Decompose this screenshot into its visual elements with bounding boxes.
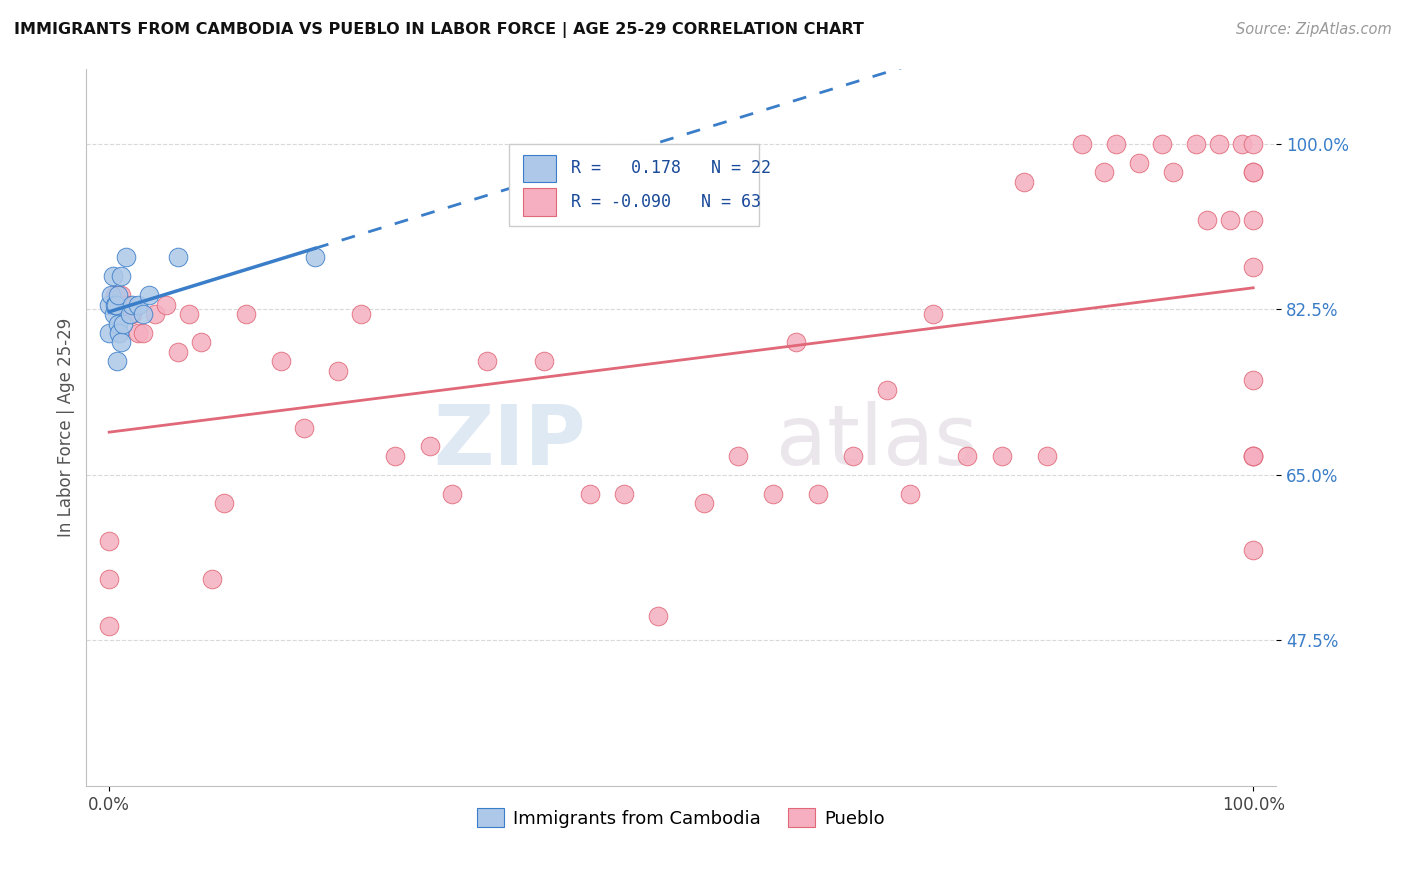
Point — [898, 486, 921, 500]
Point — [1241, 212, 1264, 227]
Legend: Immigrants from Cambodia, Pueblo: Immigrants from Cambodia, Pueblo — [470, 800, 893, 835]
Point — [98, 326, 121, 340]
Point — [107, 317, 129, 331]
Point — [1241, 165, 1264, 179]
Point — [1241, 373, 1264, 387]
Point — [104, 298, 127, 312]
Point — [990, 449, 1012, 463]
Point — [201, 572, 224, 586]
Point — [326, 364, 349, 378]
Point — [727, 449, 749, 463]
Point — [121, 298, 143, 312]
Text: ZIP: ZIP — [433, 401, 586, 483]
Point — [1241, 449, 1264, 463]
Point — [292, 420, 315, 434]
Point — [1241, 543, 1264, 558]
Point — [1219, 212, 1241, 227]
Point — [785, 335, 807, 350]
Point — [118, 307, 141, 321]
Bar — [523, 154, 557, 182]
Point — [115, 251, 138, 265]
Point — [235, 307, 257, 321]
Point — [115, 298, 138, 312]
Point — [1208, 137, 1230, 152]
Point — [105, 354, 128, 368]
Y-axis label: In Labor Force | Age 25-29: In Labor Force | Age 25-29 — [58, 318, 75, 537]
Point — [1197, 212, 1219, 227]
Point — [110, 269, 132, 284]
Point — [132, 326, 155, 340]
Point — [166, 251, 188, 265]
Point — [212, 496, 235, 510]
Point — [179, 307, 201, 321]
Point — [1241, 165, 1264, 179]
Text: R = -0.090   N = 63: R = -0.090 N = 63 — [571, 193, 761, 211]
Point — [190, 335, 212, 350]
Point — [1094, 165, 1116, 179]
Point — [166, 345, 188, 359]
Point — [475, 354, 498, 368]
Point — [1161, 165, 1184, 179]
Point — [270, 354, 292, 368]
Point — [922, 307, 945, 321]
Point — [647, 609, 669, 624]
Point — [1230, 137, 1253, 152]
Point — [1014, 175, 1036, 189]
FancyBboxPatch shape — [509, 144, 758, 227]
Point — [138, 288, 160, 302]
Point — [876, 383, 898, 397]
Point — [107, 288, 129, 302]
Point — [110, 335, 132, 350]
Point — [98, 298, 121, 312]
Point — [441, 486, 464, 500]
Text: IMMIGRANTS FROM CAMBODIA VS PUEBLO IN LABOR FORCE | AGE 25-29 CORRELATION CHART: IMMIGRANTS FROM CAMBODIA VS PUEBLO IN LA… — [14, 22, 863, 38]
Point — [613, 486, 636, 500]
Point — [807, 486, 830, 500]
Point — [101, 269, 124, 284]
Point — [1241, 449, 1264, 463]
Point — [1241, 260, 1264, 274]
Point — [304, 251, 326, 265]
Point — [108, 326, 131, 340]
Point — [384, 449, 406, 463]
Point — [105, 298, 128, 312]
Point — [762, 486, 785, 500]
Point — [578, 486, 600, 500]
Text: R =   0.178   N = 22: R = 0.178 N = 22 — [571, 160, 770, 178]
Point — [956, 449, 979, 463]
Point — [693, 496, 716, 510]
Point — [1241, 137, 1264, 152]
Point — [1036, 449, 1059, 463]
Point — [104, 288, 127, 302]
Point — [1128, 156, 1150, 170]
Point — [121, 307, 143, 321]
Point — [111, 317, 134, 331]
Point — [98, 619, 121, 633]
Point — [842, 449, 865, 463]
Point — [98, 533, 121, 548]
Point — [103, 307, 125, 321]
Text: atlas: atlas — [776, 401, 979, 483]
Point — [98, 572, 121, 586]
Point — [1150, 137, 1173, 152]
Point — [127, 326, 149, 340]
Bar — [523, 188, 557, 216]
Point — [350, 307, 373, 321]
Point — [1241, 449, 1264, 463]
Point — [1070, 137, 1092, 152]
Point — [110, 288, 132, 302]
Point — [143, 307, 166, 321]
Point — [132, 307, 155, 321]
Point — [127, 298, 149, 312]
Point — [100, 288, 122, 302]
Point — [533, 354, 555, 368]
Point — [1105, 137, 1128, 152]
Point — [1185, 137, 1208, 152]
Point — [418, 439, 440, 453]
Point — [155, 298, 177, 312]
Text: Source: ZipAtlas.com: Source: ZipAtlas.com — [1236, 22, 1392, 37]
